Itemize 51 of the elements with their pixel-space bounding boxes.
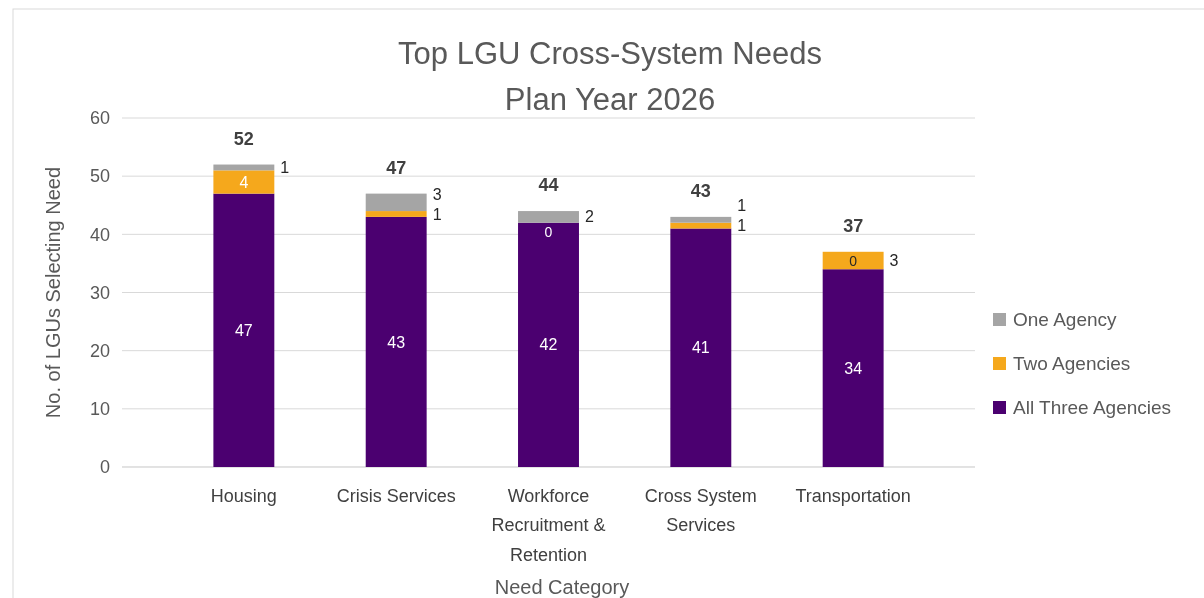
bar bbox=[365, 211, 427, 217]
x-tick-label: Crisis Services bbox=[336, 485, 456, 506]
legend-label: Two Agencies bbox=[1013, 353, 1131, 374]
data-label: 41 bbox=[691, 339, 710, 357]
y-tick-label: 0 bbox=[99, 457, 110, 478]
x-axis-title: Need Category bbox=[494, 576, 630, 598]
x-tick-label: Housing bbox=[210, 485, 277, 506]
y-tick-label: 20 bbox=[89, 340, 110, 361]
data-label: 47 bbox=[234, 321, 253, 339]
data-label: 3 bbox=[889, 252, 899, 270]
data-label: 0 bbox=[544, 223, 553, 240]
y-tick-label: 30 bbox=[89, 282, 110, 303]
y-tick-label: 10 bbox=[89, 399, 110, 420]
bar bbox=[670, 216, 732, 223]
bar bbox=[518, 211, 579, 223]
total-label: 47 bbox=[386, 157, 407, 178]
total-label: 52 bbox=[233, 128, 254, 149]
total-label: 43 bbox=[690, 180, 711, 201]
legend-label: All Three Agencies bbox=[1013, 397, 1172, 418]
data-label: 43 bbox=[387, 333, 406, 351]
data-label: 3 bbox=[432, 185, 442, 203]
bar bbox=[213, 170, 275, 194]
x-tick-label: Transportation bbox=[795, 485, 911, 506]
data-label: 1 bbox=[737, 197, 747, 215]
chart-title: Top LGU Cross-System Needs bbox=[398, 36, 822, 71]
bar bbox=[670, 228, 732, 467]
bar bbox=[822, 251, 884, 270]
x-tick-label: Cross System Services bbox=[644, 485, 757, 536]
y-axis-title: No. of LGUs Selecting Need bbox=[42, 166, 64, 419]
chart-subtitle: Plan Year 2026 bbox=[504, 82, 716, 117]
total-label: 37 bbox=[843, 215, 864, 236]
bar bbox=[670, 222, 732, 229]
data-label: 4 bbox=[239, 173, 249, 191]
bar bbox=[518, 222, 579, 467]
data-label: 42 bbox=[539, 336, 558, 354]
bar bbox=[365, 216, 427, 467]
total-label: 44 bbox=[538, 175, 559, 196]
legend-label: One Agency bbox=[1013, 309, 1118, 330]
y-tick-label: 50 bbox=[89, 166, 110, 187]
bar bbox=[213, 193, 275, 467]
bar bbox=[365, 193, 427, 212]
data-label: 2 bbox=[584, 208, 594, 226]
data-label: 0 bbox=[849, 252, 858, 269]
y-tick-label: 60 bbox=[89, 108, 110, 129]
data-label: 34 bbox=[844, 359, 863, 377]
data-label: 1 bbox=[280, 159, 290, 177]
data-label: 1 bbox=[432, 205, 442, 223]
bar bbox=[822, 269, 884, 467]
y-tick-label: 40 bbox=[89, 224, 110, 245]
data-label: 1 bbox=[737, 217, 747, 235]
x-tick-label: Workforce Recruitment & Retention bbox=[491, 485, 606, 566]
